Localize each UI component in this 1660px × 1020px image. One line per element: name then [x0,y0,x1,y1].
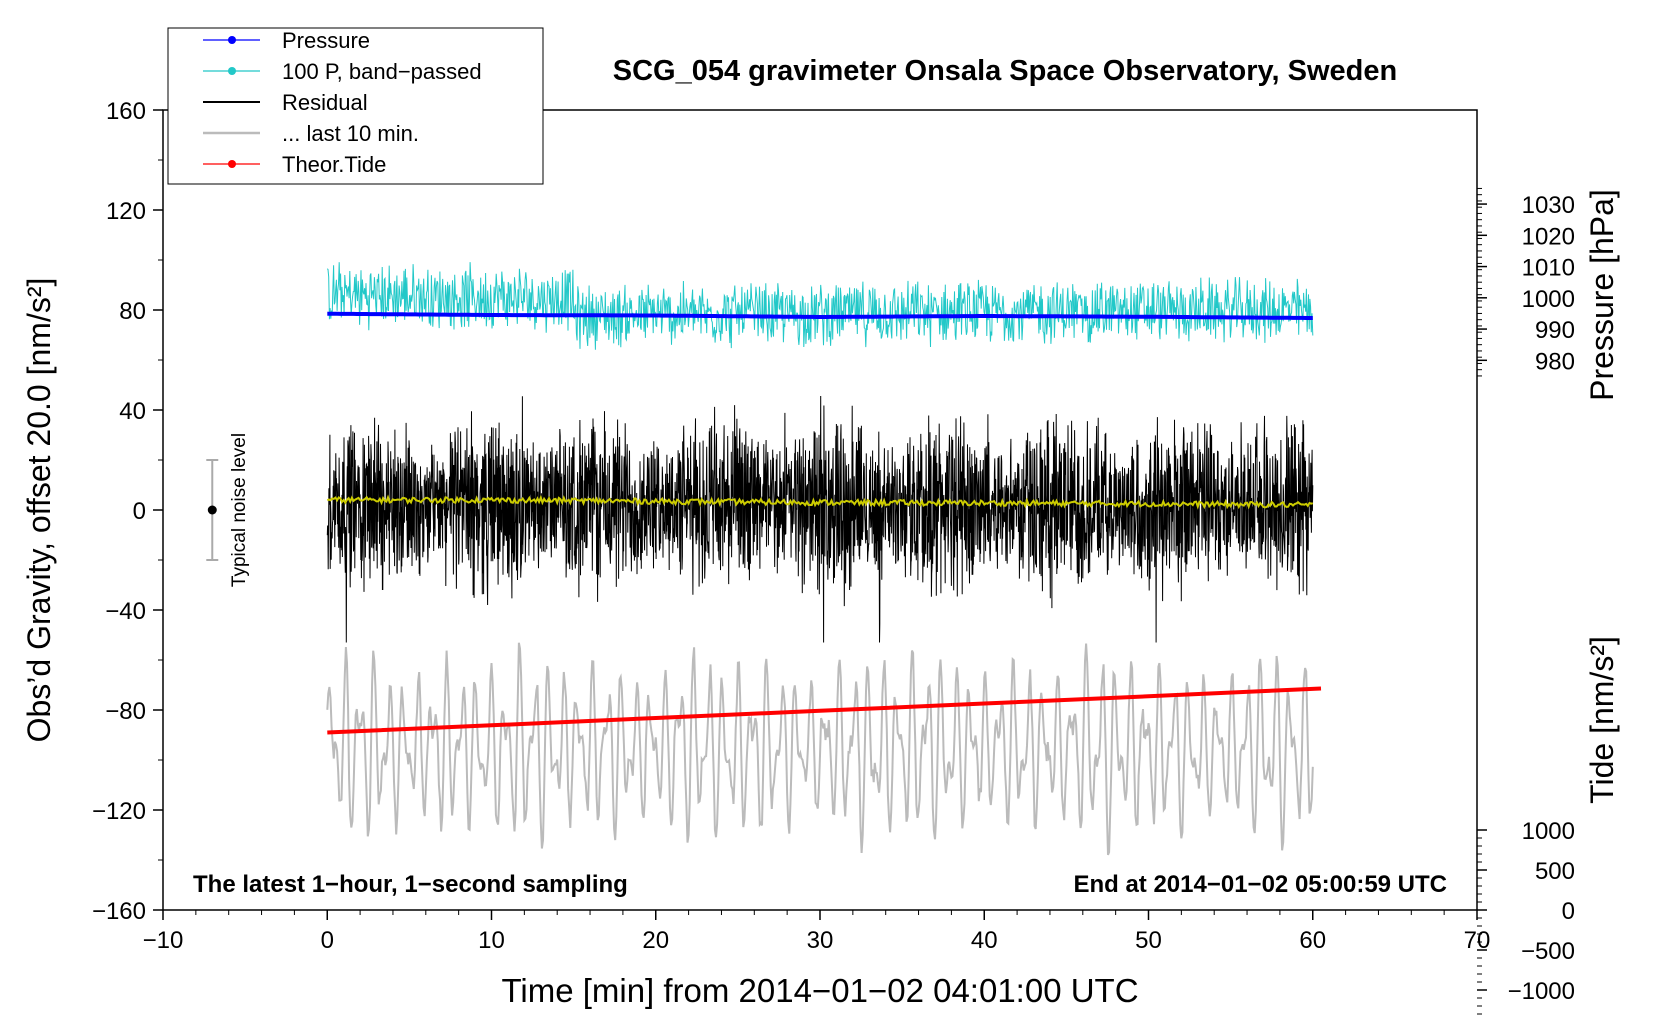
y-tick-label-0: −160 [92,898,146,925]
tide-tick-label-2: −500 [1521,938,1575,965]
legend-label-pressure: Pressure [282,28,370,53]
y-tick-label-8: 160 [106,98,146,125]
tide-tick-label-3: 0 [1562,898,1575,925]
y-axis-label-main: Obs’d Gravity, offset 20.0 [nm/s²] [21,278,57,743]
y-tick-label-1: −120 [92,798,146,825]
y-axis-label-pressure: Pressure [hPa] [1584,189,1620,401]
annotation-end-time: End at 2014−01−02 05:00:59 UTC [1073,871,1447,898]
legend-marker-pressure [228,36,236,44]
annotation-sampling: The latest 1−hour, 1−second sampling [193,871,628,898]
legend-entry-bandpassed: 100 P, band−passed [203,59,482,84]
x-tick-label-2: 10 [478,927,505,954]
y-tick-label-3: −40 [105,598,146,625]
legend-label-last10: ... last 10 min. [282,121,419,146]
legend-marker-tide [228,160,236,168]
legend-marker-bandpassed [228,67,236,75]
tide-tick-label-1: −1000 [1508,978,1575,1005]
pressure-tick-label-0: 980 [1535,348,1575,375]
legend-box [167,27,544,185]
legend-entry-tide: Theor.Tide [203,152,386,177]
x-tick-label-1: 0 [321,927,334,954]
legend-entry-residual: Residual [203,90,368,115]
legend: Pressure 100 P, band−passed Residual ...… [167,27,544,185]
pressure-tick-label-5: 1030 [1522,192,1575,219]
legend-entry-last10: ... last 10 min. [203,121,419,146]
series-pressure [327,311,1313,320]
x-tick-label-4: 30 [807,927,834,954]
y-tick-label-4: 0 [133,498,146,525]
series-theor-tide [327,686,1322,735]
legend-label-bandpassed: 100 P, band−passed [282,59,482,84]
noise-level-label: Typical noise level [229,433,250,587]
series-band-passed [326,262,1314,350]
y-tick-label-7: 120 [106,198,146,225]
x-tick-label-0: −10 [143,927,184,954]
series-layer [206,262,1322,856]
x-tick-label-7: 60 [1299,927,1326,954]
chart-title: SCG_054 gravimeter Onsala Space Observat… [613,55,1397,87]
y-tick-label-6: 80 [119,298,146,325]
tide-tick-label-5: 1000 [1522,818,1575,845]
x-axis-label: Time [min] from 2014−01−02 04:01:00 UTC [501,972,1138,1009]
series-residual-smoothed [326,494,1314,510]
y-axis-label-tide: Tide [nm/s²] [1584,636,1620,804]
pressure-tick-label-1: 990 [1535,317,1575,344]
y-tick-label-2: −80 [105,698,146,725]
x-tick-label-5: 40 [971,927,998,954]
series-last-10-min [326,642,1314,856]
tide-tick-label-0: −1500 [1508,1018,1575,1020]
pressure-tick-label-3: 1010 [1522,255,1575,282]
legend-label-residual: Residual [282,90,368,115]
tide-tick-label-4: 500 [1535,858,1575,885]
x-tick-label-3: 20 [642,927,669,954]
legend-label-tide: Theor.Tide [282,152,386,177]
pressure-tick-label-2: 1000 [1522,286,1575,313]
pressure-tick-label-4: 1020 [1522,223,1575,250]
series-residual [326,395,1314,643]
y-tick-label-5: 40 [119,398,146,425]
x-tick-label-6: 50 [1135,927,1162,954]
noise-dot [207,505,217,515]
axis-layer: −10 0 10 20 30 40 50 60 70−160−120−80−4004080120… [92,98,1575,1020]
legend-entry-pressure: Pressure [203,28,370,53]
